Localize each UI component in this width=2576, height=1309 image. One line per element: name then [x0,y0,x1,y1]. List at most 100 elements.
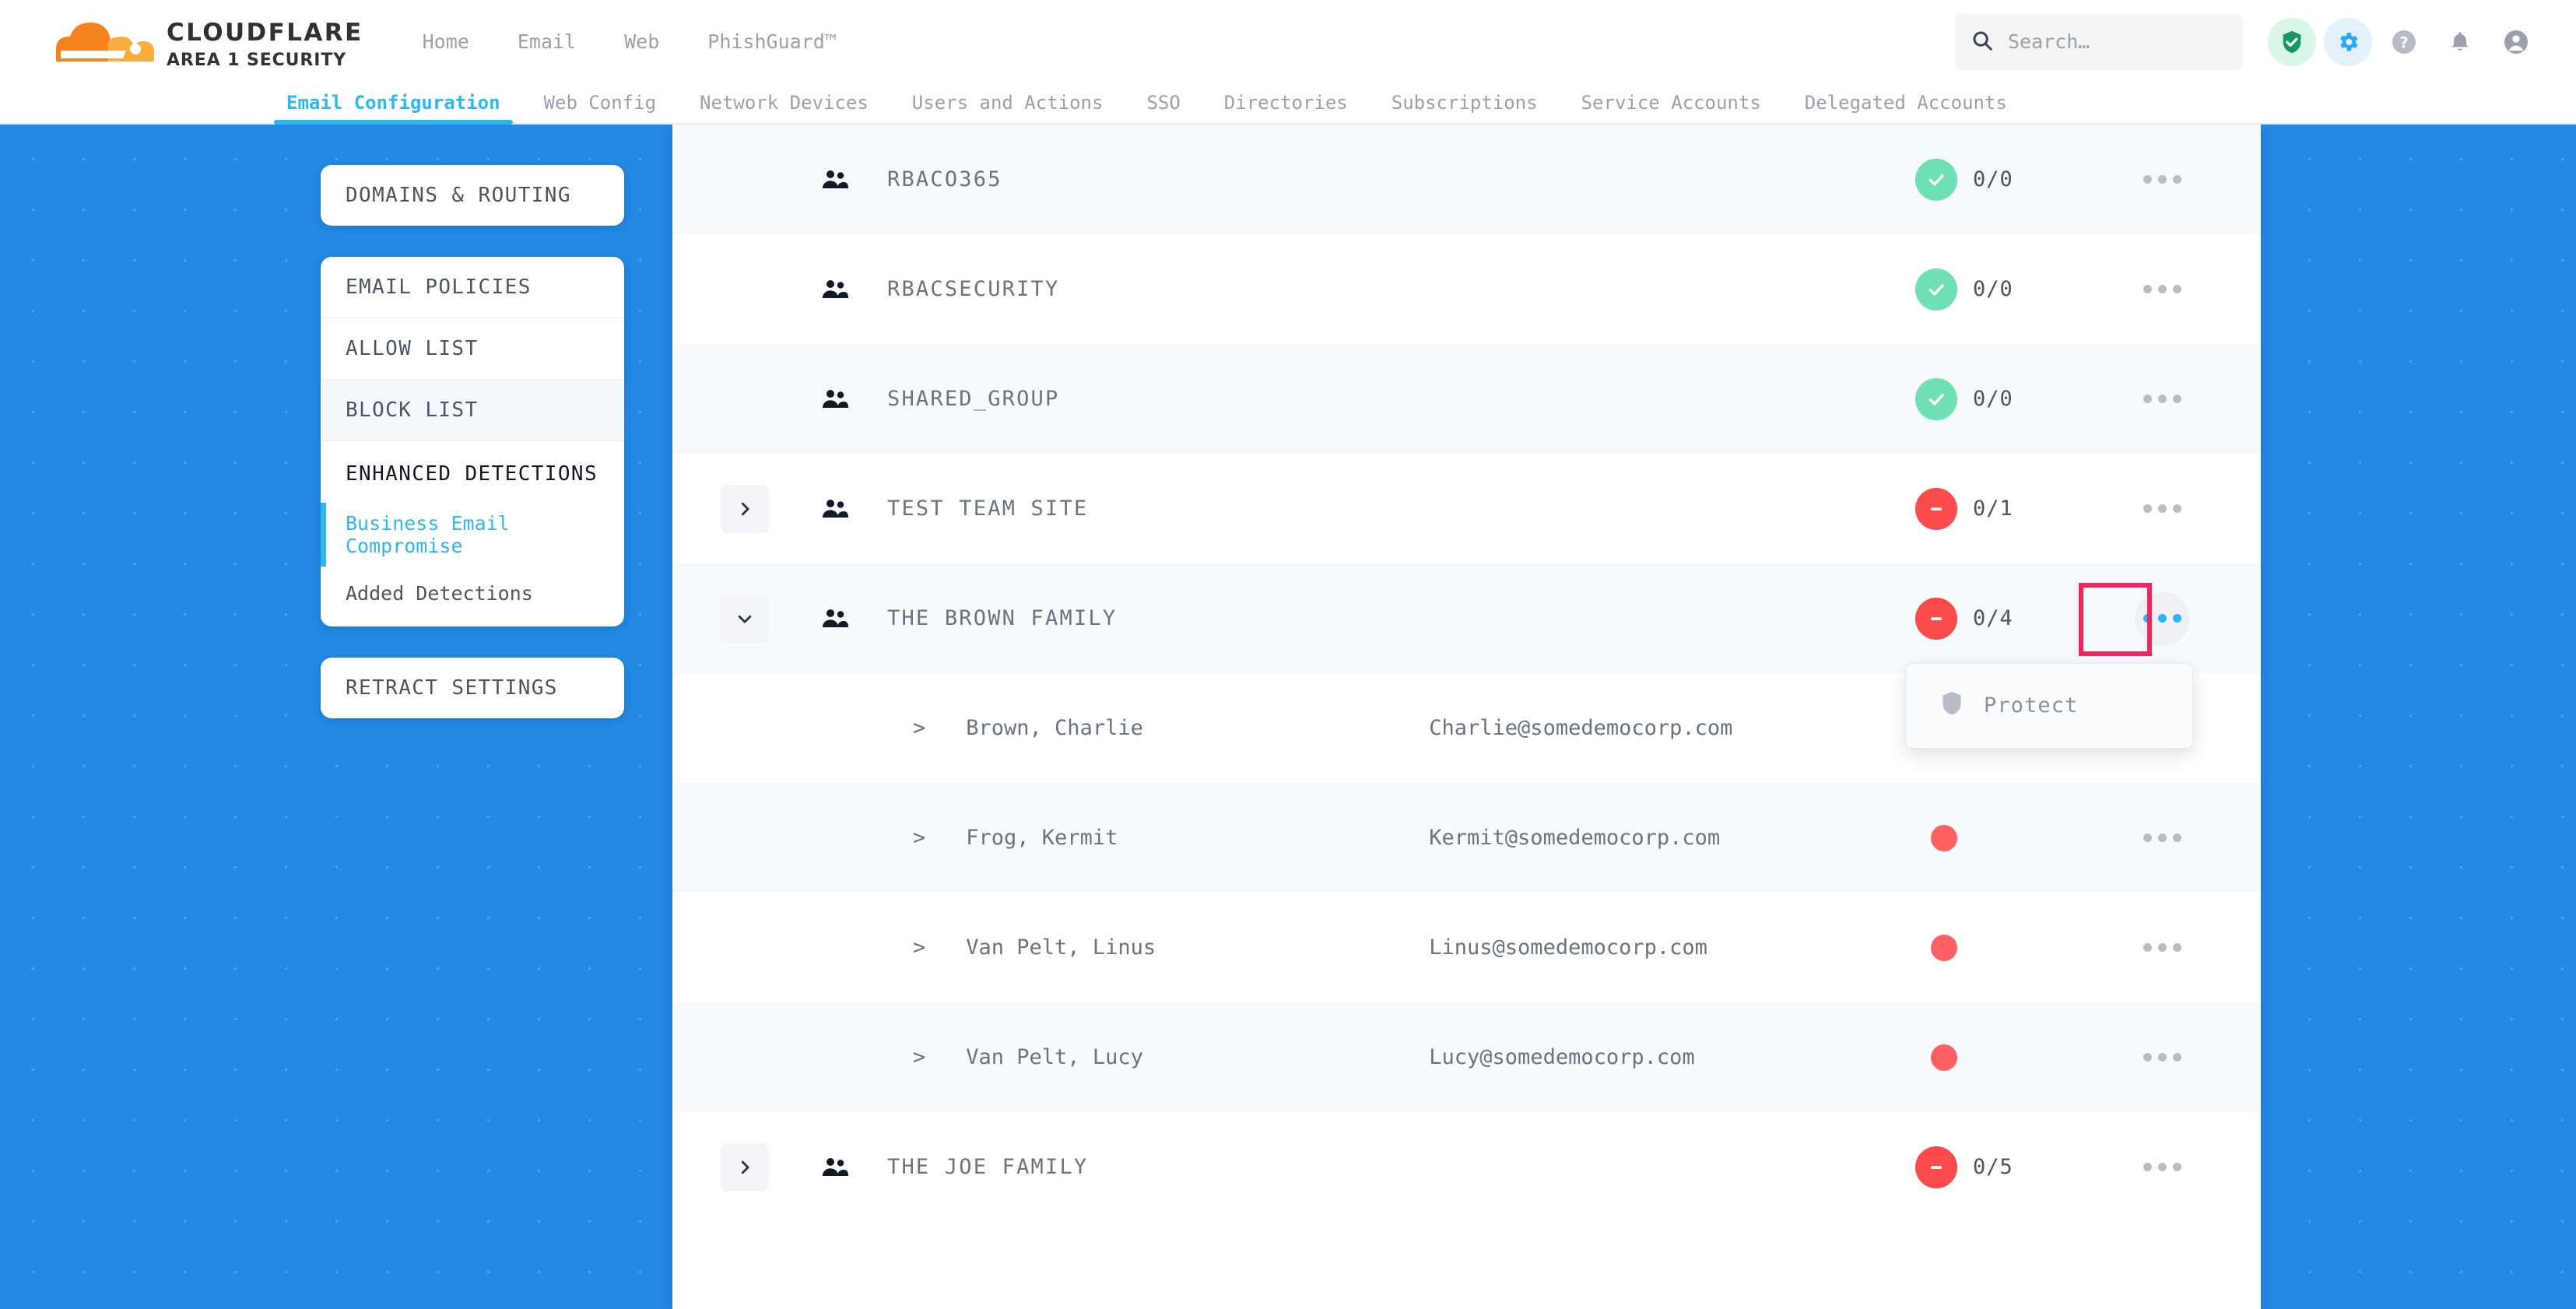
people-group-icon [822,499,848,519]
sidebar-card-domains: DOMAINS & ROUTING [321,165,624,226]
nav-phishguard[interactable]: PhishGuard™ [707,30,837,53]
app-header: CLOUDFLARE AREA 1 SECURITY Home Email We… [0,0,2576,83]
sidebar-card-policies: EMAIL POLICIES ALLOW LIST BLOCK LIST ENH… [321,257,624,626]
sidebar-card-retract: RETRACT SETTINGS [321,657,624,718]
sidebar-item-allow-list[interactable]: ALLOW LIST [321,318,624,379]
protected-count: 0/5 [1973,1155,2013,1179]
user-name: Van Pelt, Linus [966,935,1156,960]
tab-subscriptions[interactable]: Subscriptions [1391,92,1538,114]
sidebar-item-domains-routing[interactable]: DOMAINS & ROUTING [346,184,571,207]
people-group-icon [822,1157,848,1177]
status-badge-ok [1915,158,1957,201]
tab-web-config[interactable]: Web Config [543,92,657,114]
search-input[interactable]: Search… [1955,13,2243,70]
child-row-marker: > [913,1045,926,1069]
tab-users-and-actions[interactable]: Users and Actions [911,92,1104,114]
sidebar-item-retract-settings[interactable]: RETRACT SETTINGS [346,676,558,700]
more-horizontal-icon[interactable] [2135,372,2189,426]
status-badge-ok [1915,268,1957,311]
groups-table: RBACO365 0/0 RBACSECURITY [672,125,2261,1222]
more-horizontal-icon[interactable] [2135,591,2189,646]
user-email: Kermit@somedemocorp.com [1429,826,1721,850]
protected-count [1973,826,2088,850]
child-row-marker: > [913,716,926,740]
table-row[interactable]: THE BROWN FAMILY 0/4 [672,563,2261,749]
more-horizontal-icon[interactable] [2135,153,2189,207]
protected-count: 0/4 [1973,606,2013,630]
group-name: THE JOE FAMILY [887,1155,1089,1179]
help-circle-icon[interactable]: ? [2380,18,2428,66]
collapse-row-button[interactable] [721,594,769,643]
secondary-nav: Email Configuration Web Config Network D… [0,83,2576,125]
row-context-menu[interactable]: Protect [1905,662,2193,749]
people-group-icon [822,279,848,300]
row-status-cell: 0/0 [1915,153,2237,207]
people-group-icon [822,609,848,629]
row-status-cell: 0/0 [1915,262,2237,317]
protected-count [1973,1045,2088,1069]
tab-email-configuration[interactable]: Email Configuration [265,92,522,125]
more-horizontal-icon[interactable] [2135,921,2189,975]
table-row[interactable]: > Van Pelt, Lucy Lucy@somedemocorp.com [672,1002,2261,1112]
tab-delegated-accounts[interactable]: Delegated Accounts [1804,92,2007,114]
svg-text:?: ? [2399,33,2408,51]
user-email: Charlie@somedemocorp.com [1429,716,1733,740]
sidebar-heading-enhanced-detections: ENHANCED DETECTIONS [321,440,624,501]
row-status-cell: 0/5 [1915,1140,2237,1195]
account-circle-icon[interactable] [2492,18,2540,66]
cloudflare-cloud-logo [33,13,163,71]
more-horizontal-icon[interactable] [2135,262,2189,317]
row-status-cell: 0/4 Protect [1905,582,2237,749]
sidebar-item-email-policies[interactable]: EMAIL POLICIES [346,275,532,299]
menu-item-label: Protect [1984,693,2079,718]
tab-directories[interactable]: Directories [1223,92,1348,114]
group-name: RBACSECURITY [887,277,1060,301]
user-email: Lucy@somedemocorp.com [1429,1045,1695,1069]
table-row[interactable]: RBACO365 0/0 [672,125,2261,234]
group-name: RBACO365 [887,167,1002,191]
header-right-cluster: Search… ? [1955,13,2540,70]
primary-nav: Home Email Web PhishGuard™ [407,30,861,53]
sidebar-item-business-email-compromise[interactable]: Business Email Compromise [321,501,624,568]
sidebar-item-added-detections[interactable]: Added Detections [346,581,533,605]
status-dot [1931,934,1957,961]
group-name: SHARED_GROUP [887,387,1060,411]
sidebar-item-block-list[interactable]: BLOCK LIST [321,379,624,440]
expand-row-button[interactable] [721,1142,769,1191]
more-horizontal-icon[interactable] [2135,1140,2189,1195]
tab-sso[interactable]: SSO [1146,92,1181,114]
more-horizontal-icon[interactable] [2135,811,2189,865]
status-dot [1931,1044,1957,1071]
table-row[interactable]: TEST TEAM SITE 0/1 [672,454,2261,563]
groups-panel: RBACO365 0/0 RBACSECURITY [672,125,2261,1309]
more-horizontal-icon[interactable] [2135,1030,2189,1085]
shield-icon [1940,690,1964,721]
search-icon [1971,29,1994,55]
tab-service-accounts[interactable]: Service Accounts [1581,92,1761,114]
nav-home[interactable]: Home [422,30,469,53]
row-status-cell: 0/1 [1915,482,2237,536]
table-row[interactable]: > Frog, Kermit Kermit@somedemocorp.com [672,783,2261,893]
table-row[interactable]: THE JOE FAMILY 0/5 [672,1112,2261,1222]
table-row[interactable]: RBACSECURITY 0/0 [672,234,2261,344]
menu-item-protect[interactable]: Protect [1906,684,2192,728]
gear-icon[interactable] [2324,17,2372,66]
row-menu-wrapper: Protect [1905,582,2193,749]
table-row[interactable]: SHARED_GROUP 0/0 [672,344,2261,454]
status-badge-blocked [1915,487,1957,530]
nav-web[interactable]: Web [624,30,660,53]
more-horizontal-icon[interactable] [2135,482,2189,536]
tab-network-devices[interactable]: Network Devices [700,92,869,114]
people-group-icon [822,389,848,409]
settings-sidebar: DOMAINS & ROUTING EMAIL POLICIES ALLOW L… [321,125,624,718]
bell-icon[interactable] [2436,18,2484,66]
people-group-icon [822,170,848,190]
group-name: THE BROWN FAMILY [887,606,1118,630]
shield-check-icon[interactable] [2268,17,2316,66]
brand-logo-block[interactable]: CLOUDFLARE AREA 1 SECURITY [33,13,363,71]
table-row[interactable]: > Van Pelt, Linus Linus@somedemocorp.com [672,893,2261,1002]
expand-row-button[interactable] [721,484,769,533]
status-dot [1931,824,1957,851]
nav-email[interactable]: Email [517,30,577,53]
protected-count: 0/1 [1973,497,2013,521]
